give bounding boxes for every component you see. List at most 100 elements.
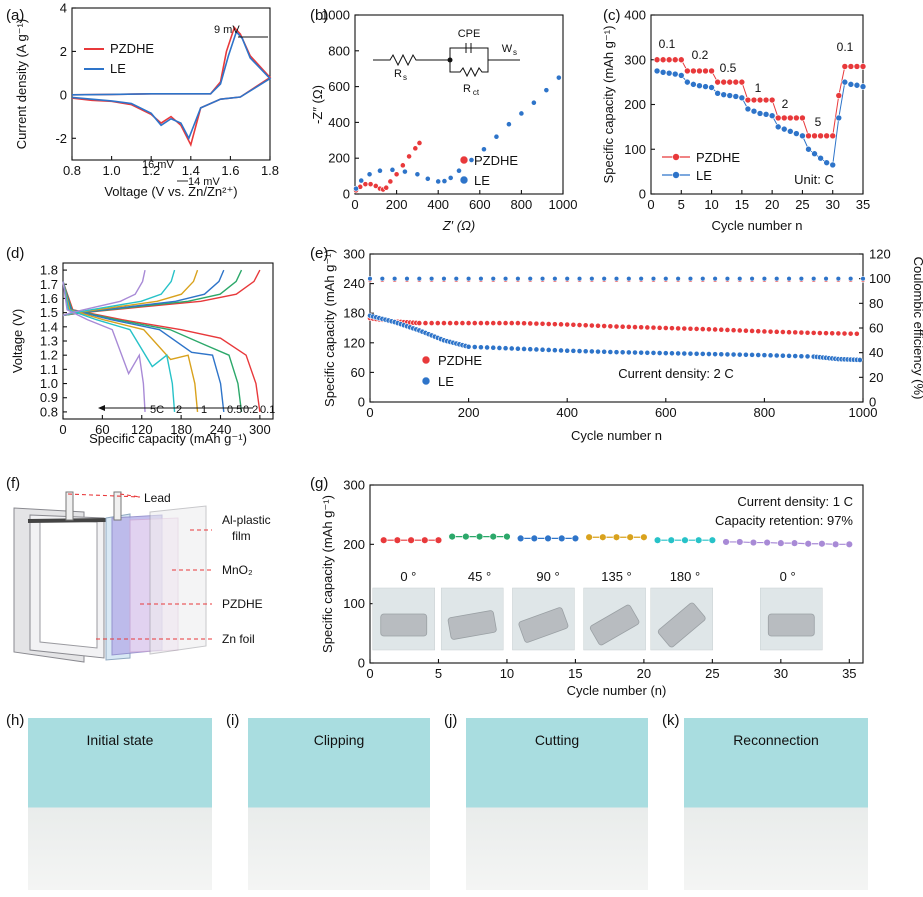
cycling-capacity-point-PZDHE capacity — [551, 321, 558, 328]
gcd-plot-ytick-label: 1.6 — [40, 291, 58, 306]
rate-unit-note: Unit: C — [794, 172, 834, 187]
eis-point-LE — [543, 87, 550, 94]
cycling-capacity-point-PZDHE capacity — [693, 326, 700, 332]
rate-point-PZDHE — [659, 56, 667, 64]
photo-caption: Clipping — [313, 732, 365, 748]
cycling-capacity-point-LE capacity — [521, 346, 527, 352]
rate-point-PZDHE — [799, 114, 806, 122]
cv-annotation-14mv: 14 mV — [188, 176, 220, 188]
rate-legend-pzdhe: PZDHE — [696, 150, 740, 165]
circuit-label-w: W — [502, 43, 513, 55]
cycling-capacity-point-LE capacity — [699, 350, 706, 357]
cycling-capacity-point-LE capacity — [724, 351, 731, 358]
panel-label-d: (d) — [6, 245, 24, 262]
cycling-capacity-point-PZDHE capacity — [416, 320, 423, 326]
cycling-capacity-point-LE capacity — [625, 349, 632, 356]
cycling-ce-point-LE CE — [700, 275, 706, 282]
cycling-ce-point-LE CE — [589, 275, 595, 282]
cycling-capacity-point-PZDHE capacity — [582, 322, 589, 329]
gcd-plot-xtick-label: 180 — [170, 422, 192, 437]
rate-point-LE — [714, 90, 721, 97]
bending-point-0° — [379, 536, 388, 544]
bending-point-180° — [681, 536, 689, 544]
rate-point-LE — [829, 161, 837, 169]
cycling-capacity-point-PZDHE capacity — [816, 330, 823, 336]
cycling-capacity-point-PZDHE capacity — [465, 320, 472, 326]
photo-panel-i: Clipping — [248, 718, 430, 890]
eis-point-LE — [424, 175, 431, 182]
cycling-capacity-point-LE capacity — [515, 345, 521, 352]
cycling-capacity-point-PZDHE capacity — [496, 320, 503, 326]
rate-plot-xtick-label: 30 — [825, 197, 839, 212]
cycling-plot-xtick-label: 200 — [458, 405, 480, 420]
cycling-legend-le: LE — [438, 374, 454, 389]
cycling-capacity-point-PZDHE capacity — [662, 325, 669, 331]
cycling-capacity-point-PZDHE capacity — [810, 330, 817, 336]
cycling-capacity-point-LE capacity — [601, 348, 608, 355]
cycling-capacity-point-LE capacity — [662, 350, 669, 357]
cycling-capacity-point-LE capacity — [619, 349, 626, 356]
rate-point-PZDHE — [665, 56, 673, 64]
cycling-ce-point-LE CE — [379, 275, 386, 282]
rate-label: 2 — [782, 97, 789, 111]
cycling-capacity-point-LE capacity — [743, 351, 749, 358]
schematic-inner-sheet — [39, 519, 98, 649]
gcd-discharge-0.2 — [62, 281, 243, 412]
cycling-capacity-point-PZDHE capacity — [545, 321, 552, 327]
eis-plot-ytick-label: 1000 — [321, 8, 350, 23]
rate-point-LE — [805, 145, 812, 153]
cycling-capacity-point-LE capacity — [706, 351, 712, 357]
bending-point-90° — [558, 534, 566, 543]
rate-plot-ytick-label: 400 — [624, 8, 646, 23]
cycling-ce-point-LE CE — [441, 275, 447, 282]
rate-point-LE — [774, 123, 782, 131]
cycling-ce-point-LE CE — [453, 275, 459, 282]
rate-legend-marker-le — [672, 171, 680, 179]
cycling-capacity-point-LE capacity — [644, 349, 651, 356]
bending-plot-ytick-label: 100 — [343, 596, 365, 611]
rate-plot-xtick-label: 0 — [647, 197, 654, 212]
cycling-ce-point-LE CE — [823, 275, 829, 282]
rate-plot-xtick-label: 20 — [765, 197, 779, 212]
cycling-capacity-point-PZDHE capacity — [558, 321, 564, 328]
cycling-plot-xtick-label: 400 — [556, 405, 578, 420]
bending-point-45° — [475, 532, 484, 541]
cycling-y2tick-label: 60 — [869, 321, 883, 336]
cycling-capacity-point-PZDHE capacity — [786, 329, 792, 336]
circuit-wire — [373, 47, 520, 67]
cycling-capacity-point-LE capacity — [730, 351, 737, 358]
rate-point-LE — [750, 107, 758, 115]
rate-point-PZDHE — [750, 96, 758, 104]
cv-plot-xtick-label: 1.4 — [182, 163, 200, 178]
rate-point-PZDHE — [817, 132, 824, 140]
rate-xlabel: Cycle number n — [711, 218, 802, 233]
bending-point-45° — [462, 532, 470, 541]
rate-point-PZDHE — [841, 63, 849, 70]
gcd-plot-ytick-label: 1.0 — [40, 376, 58, 391]
panel-label-c: (c) — [603, 7, 621, 24]
cycling-capacity-point-PZDHE capacity — [607, 323, 614, 330]
panel-label-i: (i) — [226, 712, 239, 729]
cycling-current-density: Current density: 2 C — [618, 366, 734, 381]
cv-curve-PZDHE — [71, 25, 272, 148]
cycling-capacity-point-LE capacity — [539, 346, 546, 353]
cycling-capacity-point-LE capacity — [804, 353, 811, 360]
cycling-capacity-point-PZDHE capacity — [484, 320, 490, 326]
eis-point-LE — [358, 177, 365, 184]
gcd-rate-label: 0.2 — [243, 404, 258, 416]
cycling-ylabel: Specific capacity (mAh g⁻¹) — [322, 249, 337, 407]
photo-panel-j: Cutting — [466, 718, 648, 890]
bending-plot-xtick-label: 0 — [366, 666, 373, 681]
schematic-callout-line — [119, 493, 141, 498]
cycling-plot-xtick-label: 800 — [754, 405, 776, 420]
cycling-ce-point-LE CE — [564, 275, 570, 282]
cycling-capacity-point-PZDHE capacity — [595, 322, 601, 329]
bending-plot-xtick-label: 35 — [842, 666, 856, 681]
bending-point-0° — [434, 536, 443, 544]
rate-point-LE — [720, 91, 727, 98]
schematic-lead-left — [65, 491, 74, 521]
eis-point-PZDHE — [399, 162, 406, 169]
rate-point-PZDHE — [853, 63, 861, 70]
cycling-ce-point-LE CE — [527, 275, 533, 282]
bending-line-0° again — [726, 541, 850, 545]
